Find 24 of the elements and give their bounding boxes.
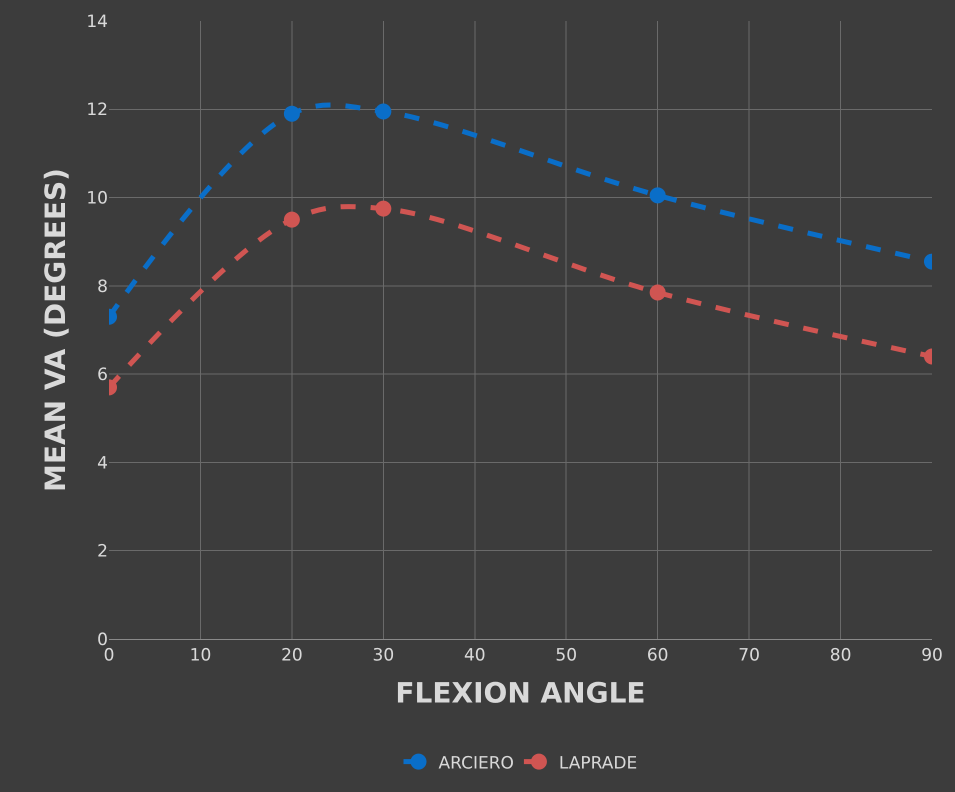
y-tick-label: 4 <box>97 453 108 474</box>
legend-label: LAPRADE <box>558 753 638 774</box>
x-tick-label: 60 <box>646 645 668 666</box>
point <box>375 200 392 217</box>
y-tick-label: 10 <box>86 188 108 209</box>
y-tick-label: 8 <box>97 276 108 297</box>
y-tick-label: 6 <box>97 365 108 386</box>
y-tick-label: 14 <box>86 12 108 32</box>
x-tick-label: 10 <box>190 645 212 666</box>
x-tick-label: 70 <box>738 645 760 666</box>
x-tick-label: 90 <box>921 645 943 666</box>
point <box>375 103 392 120</box>
x-tick-label: 50 <box>555 645 578 666</box>
legend-label: ARCIERO <box>438 753 514 774</box>
point <box>284 212 300 228</box>
point <box>284 106 300 122</box>
y-tick-label: 12 <box>86 100 108 120</box>
y-tick-label: 2 <box>97 542 108 562</box>
x-tick-label: 20 <box>281 645 303 666</box>
y-axis-title: MEAN VA (DEGREES) <box>39 168 72 492</box>
x-tick-label: 80 <box>830 645 852 666</box>
x-axis-title: FLEXION ANGLE <box>395 676 646 710</box>
x-tick-label: 40 <box>464 645 486 666</box>
x-tick-label: 30 <box>372 645 394 666</box>
